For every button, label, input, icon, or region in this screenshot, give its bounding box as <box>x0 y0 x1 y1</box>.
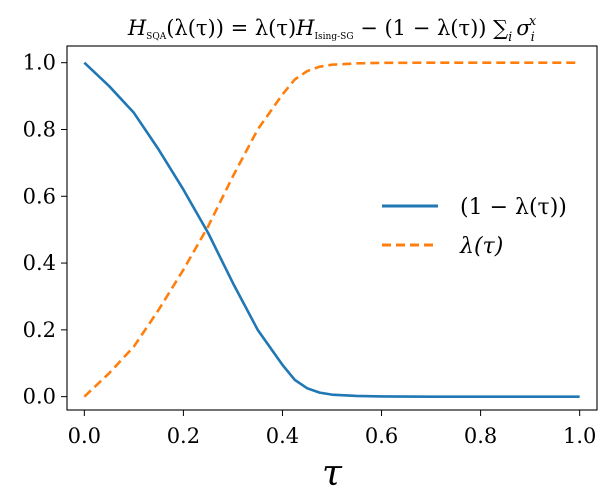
y-tick-label: 0.2 <box>23 318 56 342</box>
x-axis-label: τ <box>322 453 343 494</box>
x-tick-label: 1.0 <box>563 424 596 448</box>
series-line-lambda <box>83 61 580 398</box>
legend-label-lambda: λ(τ) <box>459 234 503 259</box>
x-tick-label: 0.8 <box>464 424 497 448</box>
x-tick-label: 0.4 <box>266 424 299 448</box>
y-tick-label: 0.8 <box>23 117 56 141</box>
legend-label-one-minus-lambda: (1 − λ(τ)) <box>460 195 567 220</box>
y-tick-label: 1.0 <box>23 51 56 75</box>
x-tick-label: 0.6 <box>365 424 398 448</box>
y-tick-label: 0.4 <box>23 251 56 275</box>
series-line-one-minus-lambda <box>83 61 580 398</box>
series-group <box>83 61 580 398</box>
y-tick-label: 0.0 <box>23 385 56 409</box>
x-tick-label: 0.0 <box>68 424 101 448</box>
x-axis: 0.0 0.2 0.4 0.6 0.8 1.0 <box>68 410 596 448</box>
legend: (1 − λ(τ)) λ(τ) <box>382 195 567 259</box>
y-axis: 0.0 0.2 0.4 0.6 0.8 1.0 <box>23 51 67 409</box>
x-tick-label: 0.2 <box>167 424 200 448</box>
axes-frame <box>66 45 598 411</box>
chart-title: HSQA(λ(τ)) = λ(τ)HIsing-SG − (1 − λ(τ)) … <box>127 14 537 45</box>
y-tick-label: 0.6 <box>23 184 56 208</box>
